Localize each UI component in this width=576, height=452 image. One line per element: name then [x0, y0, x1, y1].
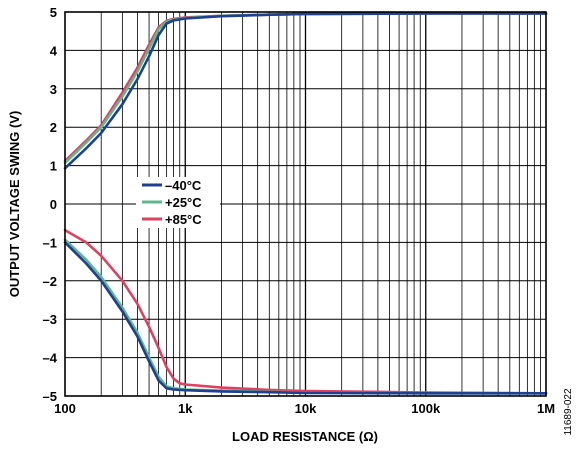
y-tick-label: –4 [43, 351, 58, 366]
y-tick-label: 5 [50, 5, 57, 20]
series-lines [63, 12, 548, 395]
x-axis-title: LOAD RESISTANCE (Ω) [232, 429, 378, 444]
y-tick-label: 2 [50, 120, 57, 135]
x-tick-label: 100k [411, 401, 441, 416]
y-tick-label: 4 [50, 43, 58, 58]
figure-id: 11689-022 [563, 388, 574, 436]
y-tick-label: 1 [50, 159, 57, 174]
x-tick-label: 10k [295, 401, 317, 416]
y-tick-label: 0 [50, 197, 57, 212]
y-tick-label: –5 [43, 389, 57, 404]
series-line-low [63, 241, 548, 395]
x-tick-label: 1k [178, 401, 193, 416]
x-tick-label: 100 [54, 401, 76, 416]
legend: –40°C +25°C +85°C [136, 177, 220, 228]
grid [65, 12, 546, 396]
y-axis-title: OUTPUT VOLTAGE SWING (V) [7, 111, 22, 298]
tick-labels: 100 1k 10k 100k 1M 5 4 3 2 1 0 –1 –2 –3 –4 –5 [43, 5, 556, 416]
series-line-low [63, 228, 548, 395]
y-tick-label: 3 [50, 82, 57, 97]
y-tick-label: –3 [43, 312, 57, 327]
series-line-high [63, 12, 548, 170]
plot-frame [64, 11, 547, 397]
x-tick-label: 1M [537, 401, 555, 416]
legend-label-minus40: –40°C [165, 178, 202, 193]
legend-label-plus85: +85°C [165, 212, 202, 227]
legend-label-plus25: +25°C [165, 195, 202, 210]
y-tick-label: –1 [43, 235, 57, 250]
y-tick-label: –2 [43, 274, 57, 289]
